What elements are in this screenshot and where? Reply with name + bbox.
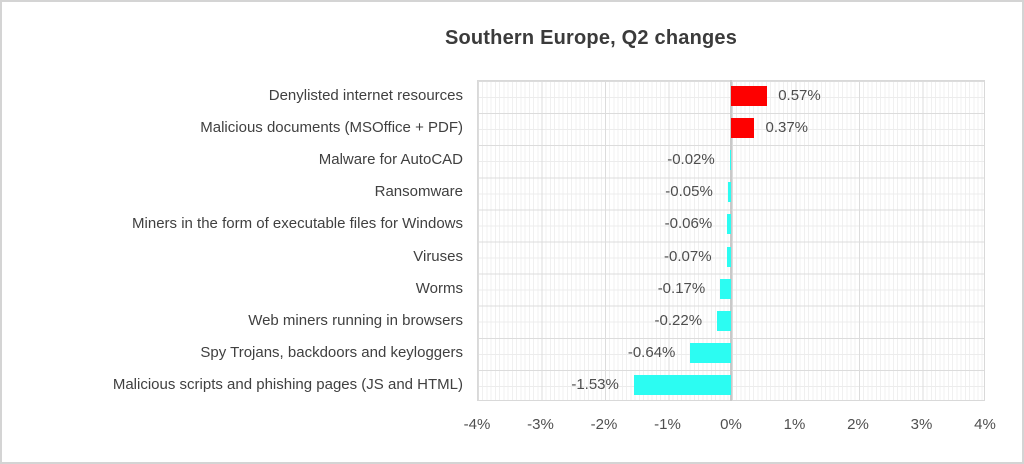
bar-positive [731, 86, 768, 107]
category-label: Malicious scripts and phishing pages (JS… [112, 375, 463, 393]
category-label: Malicious documents (MSOffice + PDF) [200, 119, 463, 137]
bar-negative [717, 310, 731, 331]
bar-negative [720, 278, 731, 299]
zero-axis-line [730, 80, 732, 401]
category-label: Malware for AutoCAD [318, 151, 463, 169]
x-tick-label: -1% [654, 416, 681, 433]
bar-negative [726, 246, 731, 267]
category-label: Spy Trojans, backdoors and keyloggers [200, 343, 463, 361]
value-label: 0.37% [765, 119, 809, 137]
value-label: -0.64% [627, 343, 676, 361]
category-label: Web miners running in browsers [248, 311, 463, 329]
category-label: Viruses [413, 247, 463, 265]
x-tick-label: -3% [527, 416, 554, 433]
value-label: -0.22% [654, 311, 703, 329]
bar-negative [729, 150, 731, 171]
bar-negative [727, 182, 731, 203]
value-label: -0.06% [664, 215, 713, 233]
x-tick-label: 4% [974, 416, 996, 433]
bar-negative [690, 342, 731, 363]
bar-negative [633, 374, 731, 395]
bar-negative [727, 214, 731, 235]
x-tick-label: -2% [590, 416, 618, 433]
category-label: Worms [415, 279, 463, 297]
category-label: Ransomware [374, 183, 463, 201]
x-tick-label: 1% [783, 416, 806, 433]
value-label: -0.02% [667, 151, 715, 169]
value-label: 0.57% [778, 87, 821, 105]
value-label: -0.05% [665, 183, 713, 201]
x-tick-label: 0% [720, 416, 742, 433]
x-tick-label: 2% [847, 416, 869, 433]
value-label: -1.53% [571, 375, 619, 393]
category-label: Denylisted internet resources [268, 87, 463, 105]
value-label: -0.17% [657, 279, 706, 297]
x-tick-label: -4% [463, 416, 491, 433]
x-tick-label: 3% [910, 416, 933, 433]
value-label: -0.07% [664, 247, 712, 265]
category-label: Miners in the form of executable files f… [132, 215, 463, 233]
chart-title: Southern Europe, Q2 changes [444, 27, 738, 49]
bar-positive [731, 118, 755, 139]
